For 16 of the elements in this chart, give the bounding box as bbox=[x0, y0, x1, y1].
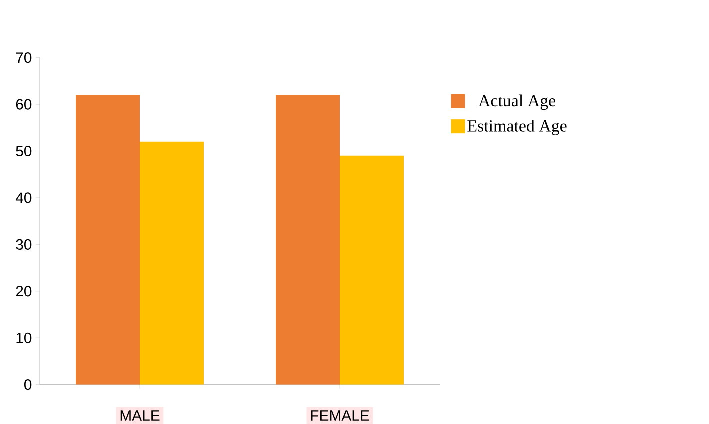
y-tick-label: 70 bbox=[16, 52, 32, 64]
legend-label: Estimated Age bbox=[468, 120, 567, 136]
x-tick-label: MALE bbox=[120, 410, 160, 421]
bar bbox=[340, 156, 404, 385]
x-tick-label: FEMALE bbox=[311, 410, 370, 421]
bar bbox=[76, 95, 140, 385]
y-tick-label: 20 bbox=[16, 286, 32, 297]
y-tick-label: 40 bbox=[16, 192, 32, 204]
y-tick-label: 0 bbox=[24, 379, 32, 390]
y-tick-label: 60 bbox=[16, 99, 32, 110]
legend-label: Actual Age bbox=[478, 94, 556, 110]
y-tick-label: 30 bbox=[16, 239, 32, 250]
bar bbox=[276, 95, 340, 385]
bar bbox=[140, 142, 204, 385]
y-tick-label: 50 bbox=[16, 146, 32, 156]
y-tick-label: 10 bbox=[16, 332, 32, 344]
